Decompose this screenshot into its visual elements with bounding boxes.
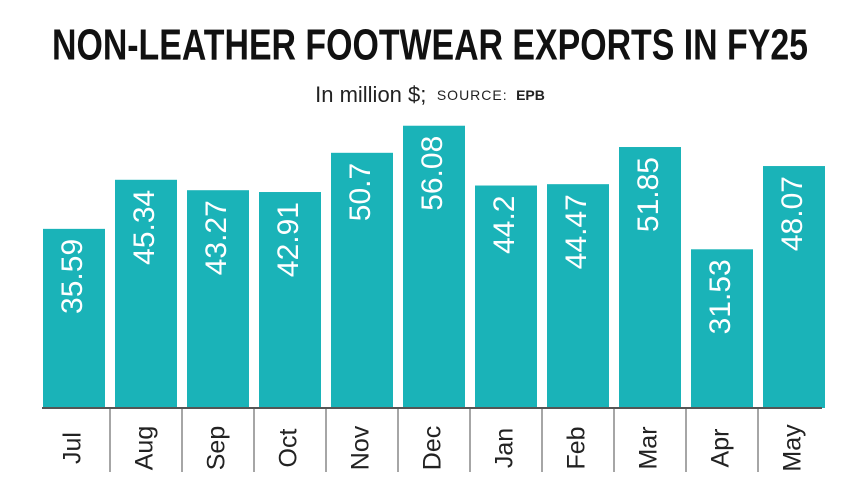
x-tick-label: Aug [131,426,159,470]
x-tick-label: Mar [635,426,663,469]
x-tick-label: Apr [707,429,735,468]
bar [187,190,249,408]
bar [547,184,609,408]
chart-title: NON-LEATHER FOOTWEAR EXPORTS IN FY25 [52,21,808,70]
bar [691,249,753,408]
bar [763,166,825,408]
subtitle: In million $; [315,82,426,107]
bar [475,185,537,408]
x-tick-label: Feb [563,426,591,469]
bar [403,125,465,409]
x-tick-label: Oct [275,429,303,468]
source: EPB [516,87,545,103]
value-label: 51.85 [632,157,665,232]
value-label: 43.27 [200,200,233,275]
value-label: 44.2 [488,196,521,254]
value-label: 31.53 [704,259,737,334]
value-label: 56.08 [416,136,449,211]
value-label: 35.59 [56,239,89,314]
bar [619,147,681,408]
bar [331,152,393,408]
subtitle-line: In million $; SOURCE: EPB [315,82,545,107]
x-tick-label: Sep [203,426,231,470]
value-label: 50.7 [344,163,377,221]
x-tick-label: Nov [347,425,375,470]
bar [43,228,105,408]
value-label: 45.34 [128,190,161,265]
value-label: 42.91 [272,202,305,277]
x-tick-label: Jul [59,432,87,464]
x-tick-label: Jan [491,428,519,468]
bar [259,192,321,408]
x-tick-label: Dec [419,426,447,470]
x-tick-label: May [779,424,807,472]
value-label: 44.47 [560,194,593,269]
value-label: 48.07 [776,176,809,251]
source-label: SOURCE: [437,87,508,103]
bar [115,179,177,408]
